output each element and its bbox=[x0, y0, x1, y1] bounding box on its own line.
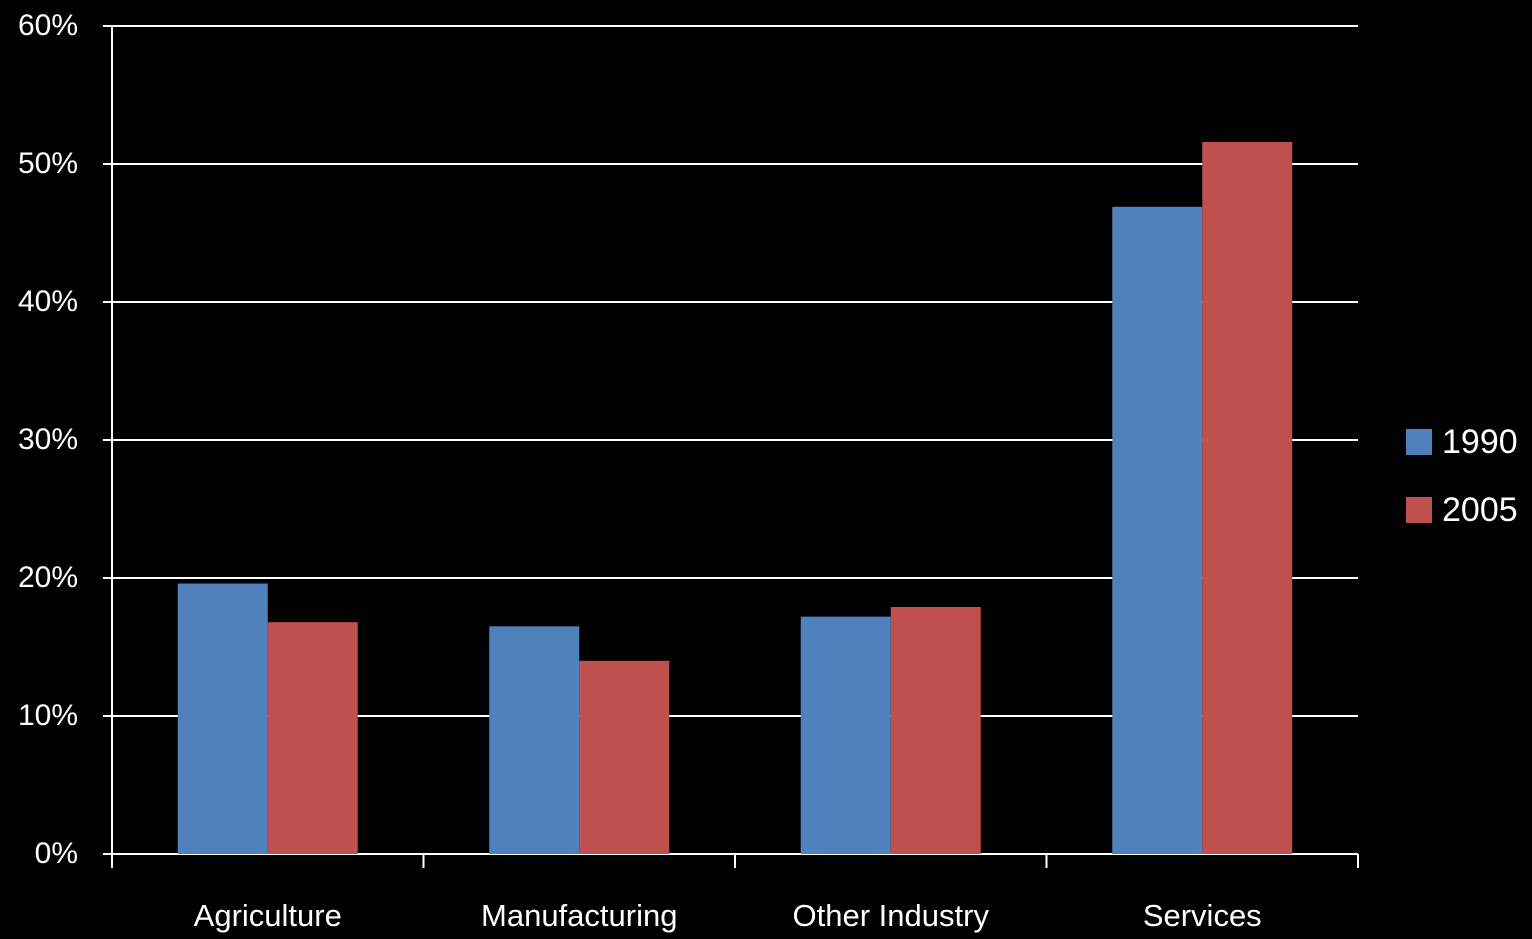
x-axis-tick-labels: Agriculture Manufacturing Other Industry Se… bbox=[194, 898, 1262, 933]
y-tick-label: 10% bbox=[18, 699, 78, 732]
x-tick-label: Services bbox=[1143, 898, 1262, 933]
legend-swatch-2005 bbox=[1406, 497, 1432, 523]
bar-2005-agriculture bbox=[267, 622, 358, 854]
bar-2005-services bbox=[1202, 141, 1293, 855]
bar-1990-services bbox=[1112, 206, 1203, 854]
bars bbox=[177, 141, 1293, 855]
y-tick-label: 60% bbox=[18, 9, 78, 42]
y-tick-label: 40% bbox=[18, 285, 78, 318]
legend-label-2005: 2005 bbox=[1442, 491, 1518, 529]
bar-2005-manufacturing bbox=[579, 660, 670, 854]
y-tick-label: 50% bbox=[18, 147, 78, 180]
legend: 1990 2005 bbox=[1406, 423, 1518, 529]
y-tick-label: 30% bbox=[18, 423, 78, 456]
x-tick-label: Other Industry bbox=[793, 898, 990, 933]
bar-2005-other-industry bbox=[890, 606, 981, 854]
bar-1990-other-industry bbox=[800, 616, 891, 854]
y-tick-label: 20% bbox=[18, 561, 78, 594]
y-axis-tick-labels: 0% 10% 20% 30% 40% 50% 60% bbox=[18, 9, 78, 870]
legend-swatch-1990 bbox=[1406, 429, 1432, 455]
legend-label-1990: 1990 bbox=[1442, 423, 1518, 461]
bar-1990-manufacturing bbox=[489, 626, 580, 854]
bar-1990-agriculture bbox=[177, 583, 268, 854]
x-tick-label: Agriculture bbox=[194, 898, 342, 933]
y-tick-label: 0% bbox=[35, 837, 78, 870]
x-tick-label: Manufacturing bbox=[481, 898, 677, 933]
